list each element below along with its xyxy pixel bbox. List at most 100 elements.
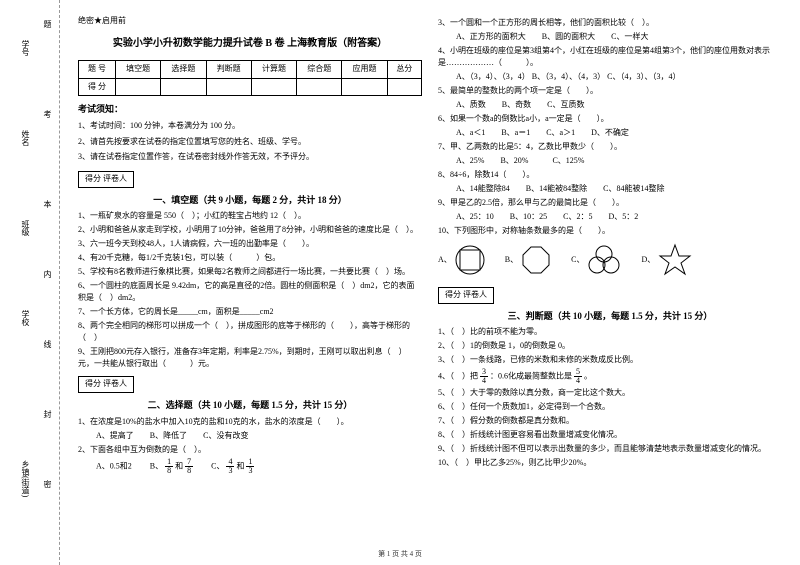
shape-option-a: A、 bbox=[438, 245, 485, 275]
choice-q4-opts: A、（3，4）、（3，4） B、（3，4）、（4，3） C、（4，3）、（3，4… bbox=[438, 71, 782, 83]
square-in-circle-icon bbox=[455, 245, 485, 275]
margin-label-town: 乡镇(街道) bbox=[20, 460, 31, 497]
notice-item: 3、请在试卷指定位置作答，在试卷密封线外作答无效，不予评分。 bbox=[78, 151, 422, 164]
choice-q3-opts: A、正方形的面积大 B、圆的面积大 C、一样大 bbox=[438, 31, 782, 43]
choice-q5: 5、最简单的整数比的两个项一定是（ ）。 bbox=[438, 85, 782, 97]
judge-q6: 6、（ ）任何一个质数加1，必定得到一个合数。 bbox=[438, 401, 782, 413]
binding-margin: 学号 姓名 班级 学校 乡镇(街道) 题 考 本 内 线 封 密 bbox=[0, 0, 60, 565]
choice-q9: 9、甲是乙的2.5倍，那么甲与乙的最简比是（ ）。 bbox=[438, 197, 782, 209]
score-box: 得分 评卷人 bbox=[78, 376, 134, 393]
exam-title: 实验小学小升初数学能力提升试卷 B 卷 上海教育版（附答案） bbox=[78, 36, 422, 52]
judge-q2: 2、（ ）1的倒数是 1，0的倒数是 0。 bbox=[438, 340, 782, 352]
judge-q8: 8、（ ）折线统计图更容易看出数量增减变化情况。 bbox=[438, 429, 782, 441]
section-1-title: 一、填空题（共 9 小题，每题 2 分，共计 18 分） bbox=[78, 193, 422, 207]
td-blank bbox=[206, 78, 251, 96]
right-column: 3、一个圆和一个正方形的周长相等，他们的面积比较（ ）。 A、正方形的面积大 B… bbox=[430, 15, 790, 550]
fill-q2: 2、小明和爸爸从家走到学校，小明用了10分钟，爸爸用了8分钟，小明和爸爸的速度比… bbox=[78, 224, 422, 236]
th-fill: 填空题 bbox=[116, 60, 161, 78]
section-2-title: 二、选择题（共 10 小题，每题 1.5 分，共计 15 分） bbox=[78, 398, 422, 412]
opt-c: C、 bbox=[211, 461, 224, 470]
fraction-icon: 34 bbox=[480, 368, 488, 385]
seal-char-3: 内 bbox=[42, 270, 53, 278]
choice-q8: 8、84÷6，除数14（ ）。 bbox=[438, 169, 782, 181]
judge-q3: 3、（ ）一条线路，已修的米数和未修的米数成反比例。 bbox=[438, 354, 782, 366]
judge-q4-a: 4、（ ）把 bbox=[438, 372, 480, 381]
td-blank bbox=[387, 78, 421, 96]
page-footer: 第 1 页 共 4 页 bbox=[0, 549, 800, 559]
score-table: 题 号 填空题 选择题 判断题 计算题 综合题 应用题 总分 得 分 bbox=[78, 60, 422, 97]
judge-q5: 5、（ ）大于零的数除以真分数，商一定比这个数大。 bbox=[438, 387, 782, 399]
section-3-title: 三、判断题（共 10 小题，每题 1.5 分，共计 15 分） bbox=[438, 309, 782, 323]
fill-q7: 7、一个长方体，它的周长是_____cm，面积是_____cm2 bbox=[78, 306, 422, 318]
choice-q5-opts: A、质数 B、奇数 C、互质数 bbox=[438, 99, 782, 111]
opt-and: 和 bbox=[236, 461, 246, 470]
seal-char-1: 考 bbox=[42, 110, 53, 118]
judge-q9: 9、（ ）折线统计图不但可以表示出数量的多少，而且能够清楚地表示数量增减变化的情… bbox=[438, 443, 782, 455]
margin-label-class: 班级 bbox=[20, 220, 31, 236]
th-judge: 判断题 bbox=[206, 60, 251, 78]
three-circles-icon bbox=[587, 245, 621, 275]
fraction-icon: 18 bbox=[165, 458, 173, 475]
choice-q6: 6、如果一个数a的倒数比a小，a一定是（ ）。 bbox=[438, 113, 782, 125]
table-row: 题 号 填空题 选择题 判断题 计算题 综合题 应用题 总分 bbox=[79, 60, 422, 78]
fill-q3: 3、六一班今天到校48人，1人请病假，六一班的出勤率是（ ）。 bbox=[78, 238, 422, 250]
secret-label: 绝密★启用前 bbox=[78, 15, 422, 28]
judge-q10: 10、（ ）甲比乙多25%，则乙比甲少20%。 bbox=[438, 457, 782, 469]
shape-option-c: C、 bbox=[571, 245, 621, 275]
star-icon bbox=[658, 243, 692, 277]
octagon-icon bbox=[521, 245, 551, 275]
left-column: 绝密★启用前 实验小学小升初数学能力提升试卷 B 卷 上海教育版（附答案） 题 … bbox=[70, 15, 430, 550]
choice-q2: 2、下面各组中互为倒数的是（ ）。 bbox=[78, 444, 422, 456]
th-num: 题 号 bbox=[79, 60, 116, 78]
choice-q2-opts: A、0.5和2 B、 18 和 78 C、 43 和 13 bbox=[78, 458, 422, 475]
td-blank bbox=[161, 78, 206, 96]
td-blank bbox=[116, 78, 161, 96]
th-choice: 选择题 bbox=[161, 60, 206, 78]
choice-q7: 7、甲、乙两数的比是5：4，乙数比甲数少（ ）。 bbox=[438, 141, 782, 153]
fill-q9: 9、王刚把800元存入银行，准备存3年定期，利率是2.75%，到期时，王刚可以取… bbox=[78, 346, 422, 370]
choice-q9-opts: A、25：10 B、10：25 C、2：5 D、5：2 bbox=[438, 211, 782, 223]
fill-q1: 1、一瓶矿泉水的容量是 550（ ）；小红的鞋宝占地约 12（ ）。 bbox=[78, 210, 422, 222]
fill-q6: 6、一个圆柱的底面周长是 9.42dm，它的高是直径的2倍。圆柱的侧面积是（ ）… bbox=[78, 280, 422, 304]
fraction-icon: 13 bbox=[246, 458, 254, 475]
fill-q5: 5、学校有8名教师进行象棋比赛，如果每2名教师之间都进行一场比赛，一共要比赛（ … bbox=[78, 266, 422, 278]
margin-label-id: 学号 bbox=[20, 40, 31, 56]
shape-option-d: D、 bbox=[641, 243, 692, 277]
td-blank bbox=[297, 78, 342, 96]
th-total: 总分 bbox=[387, 60, 421, 78]
opt-label: C、 bbox=[571, 254, 584, 267]
shape-options: A、 B、 C、 D、 bbox=[438, 243, 782, 277]
judge-q1: 1、（ ）比的前项不能为零。 bbox=[438, 326, 782, 338]
notice-item: 2、请首先按要求在试卷的指定位置填写您的姓名、班级、学号。 bbox=[78, 136, 422, 149]
fraction-icon: 78 bbox=[185, 458, 193, 475]
td-score-label: 得 分 bbox=[79, 78, 116, 96]
fill-q8: 8、两个完全相同的梯形可以拼成一个（ ），拼成图形的底等于梯形的（ ），高等于梯… bbox=[78, 320, 422, 344]
notice-item: 1、考试时间：100 分钟，本卷满分为 100 分。 bbox=[78, 120, 422, 133]
td-blank bbox=[251, 78, 296, 96]
opt-b: B、 bbox=[150, 461, 163, 470]
seal-char-2: 本 bbox=[42, 200, 53, 208]
th-comp: 综合题 bbox=[297, 60, 342, 78]
opt-label: B、 bbox=[505, 254, 518, 267]
seal-char-0: 题 bbox=[42, 20, 53, 28]
opt-and: 和 bbox=[175, 461, 185, 470]
page: 学号 姓名 班级 学校 乡镇(街道) 题 考 本 内 线 封 密 绝密★启用前 … bbox=[0, 0, 800, 565]
margin-label-school: 学校 bbox=[20, 310, 31, 326]
content-area: 绝密★启用前 实验小学小升初数学能力提升试卷 B 卷 上海教育版（附答案） 题 … bbox=[60, 0, 800, 565]
opt-label: D、 bbox=[641, 254, 655, 267]
seal-char-6: 密 bbox=[42, 480, 53, 488]
choice-q1: 1、在浓度是10%的盐水中加入10克的盐和10克的水，盐水的浓度是（ ）。 bbox=[78, 416, 422, 428]
fraction-icon: 43 bbox=[226, 458, 234, 475]
td-blank bbox=[342, 78, 387, 96]
choice-q3: 3、一个圆和一个正方形的周长相等，他们的面积比较（ ）。 bbox=[438, 17, 782, 29]
seal-char-5: 封 bbox=[42, 410, 53, 418]
choice-q4: 4、小明在班级的座位是第3组第4个，小红在班级的座位是第4组第3个，他们的座位用… bbox=[438, 45, 782, 69]
judge-q4: 4、（ ）把 34 ：0.6化成最简整数比是 54 。 bbox=[438, 368, 782, 385]
judge-q4-c: 。 bbox=[584, 372, 592, 381]
shape-option-b: B、 bbox=[505, 245, 551, 275]
seal-char-4: 线 bbox=[42, 340, 53, 348]
choice-q6-opts: A、a＜1 B、a＝1 C、a＞1 D、不确定 bbox=[438, 127, 782, 139]
choice-q1-opts: A、提高了 B、降低了 C、没有改变 bbox=[78, 430, 422, 442]
th-calc: 计算题 bbox=[251, 60, 296, 78]
margin-label-name: 姓名 bbox=[20, 130, 31, 146]
